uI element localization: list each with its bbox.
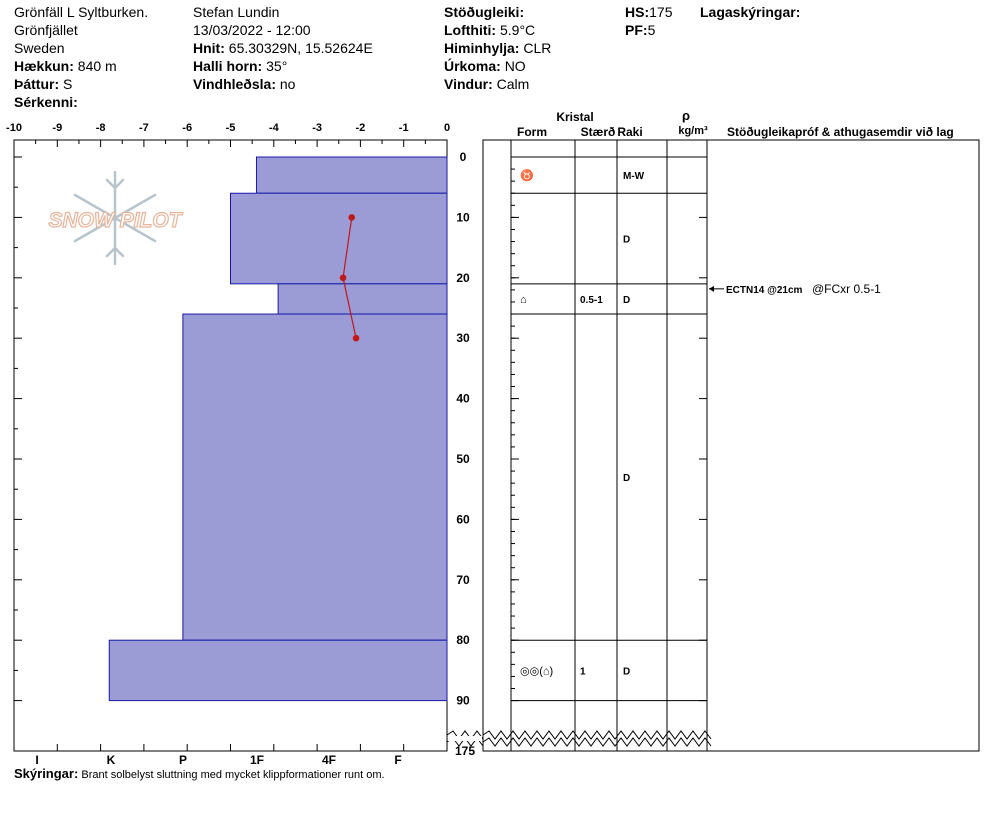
depth-tick-label: 70 [456,573,470,587]
temperature-point [339,274,347,282]
break-gap [448,736,482,741]
temperature-tick-label: -3 [312,122,322,134]
snowpilot-logo: SNOW PILOT [48,170,184,266]
size-header: Stærð [581,125,616,139]
depth-tick-label: 60 [456,512,470,526]
hardness-bar [230,192,448,285]
temperature-tick-label: 0 [444,122,450,134]
moisture-header: Raki [617,125,642,139]
aspect-value: S [63,76,73,92]
layer-form: ◎◎(⌂) [520,665,553,677]
temperature-tick-label: -4 [269,122,280,134]
temperature-tick-label: -1 [399,122,409,134]
temperature-tick-label: -8 [96,122,106,134]
temperature-tick-label: -7 [139,122,149,134]
layer-form: ♉ [520,169,534,182]
depth-tick-label: 50 [456,452,470,466]
comments-header: Stöðugleikapróf & athugasemdir við lag [727,125,954,139]
depth-bottom-label: 175 [455,744,475,758]
temperature-tick-label: -6 [182,122,192,134]
stability-test-detail: @FCxr 0.5-1 [812,282,881,296]
hardness-tick-label: K [107,753,116,767]
layer-notes-label: Lagaskýringar: [700,4,801,20]
pf-row: PF:5 [625,22,656,38]
observation-datetime: 13/03/2022 - 12:00 [193,22,311,38]
wind-row: Vindur: Calm [444,76,530,92]
depth-tick-label: 80 [456,633,470,647]
stability-row: Stöðugleiki: [444,4,525,20]
temperature-tick-label: -9 [52,122,62,134]
hardness-tick-label: 1F [250,753,264,767]
sky-row: Himinhylja: CLR [444,40,552,56]
wind-loading-value: no [279,76,296,92]
stability-test-label: ECTN14 @21cm [726,285,803,296]
test-arrowhead [709,285,714,292]
slope-row: Halli horn: 35° [193,58,288,74]
precip-row: Úrkoma: NO [444,58,526,74]
snowpilot-logo-text: SNOW PILOT [49,209,184,232]
footer-notes-label: Skýringar: [14,766,79,781]
airtemp-row: Lofthiti: 5.9°C [444,22,536,38]
depth-tick-label: 90 [456,694,470,708]
depth-tick-label: 20 [456,271,470,285]
aspect-row: Þáttur: S [14,76,73,92]
location-name: Grönfäll L Syltburken. [14,4,149,20]
specifics-row: Sérkenni: [14,94,78,110]
hardness-tick-label: F [394,753,401,767]
temperature-tick-label: -2 [356,122,366,134]
layer-moisture: D [623,295,630,306]
sky-value: CLR [523,40,552,56]
temperature-point [352,334,360,342]
crystal-header: Kristal [556,110,593,124]
layer-size: 0.5-1 [580,295,603,306]
layer-moisture: D [623,235,630,246]
temperature-point [348,214,356,221]
depth-break-mark-table [482,730,712,740]
hs-value: 175 [649,4,673,20]
airtemp-value: 5.9°C [499,22,536,38]
depth-tick-label: 40 [456,392,470,406]
temperature-tick-label: -5 [226,122,236,134]
footer-notes-text: Brant solbelyst sluttning med mycket kli… [81,769,385,781]
coords-value: 65.30329N, 15.52624E [228,40,373,56]
hardness-tick-label: P [179,753,187,767]
depth-break-mark-table [482,737,712,747]
hardness-tick-label: 4F [322,753,336,767]
coords-row: Hnit: 65.30329N, 15.52624E [193,40,373,56]
temperature-tick-label: -10 [6,122,22,134]
hardness-bar [108,639,448,702]
hs-row: HS:175 [625,4,673,20]
depth-tick-label: 30 [456,331,470,345]
depth-break-mark [446,730,484,740]
layer-moisture: M-W [623,171,645,182]
depth-tick-label: 10 [456,210,470,224]
pf-value: 5 [647,22,656,38]
density-unit: kg/m³ [678,125,708,137]
hardness-bar [277,283,448,315]
layer-form: ⌂ [520,294,527,306]
area-name: Grönfjället [14,22,78,38]
elevation-value: 840 m [77,58,117,74]
wind-value: Calm [496,76,530,92]
layer-size: 1 [580,666,586,677]
observer-name: Stefan Lundin [193,4,280,20]
footer-notes: Skýringar: Brant solbelyst sluttning med… [14,766,385,781]
country-name: Sweden [14,40,65,56]
hardness-bar [255,156,448,194]
layer-moisture: D [623,473,630,484]
hardness-bar [182,313,448,641]
slope-value: 35° [266,58,288,74]
elevation-row: Hækkun: 840 m [14,58,117,74]
precip-value: NO [504,58,526,74]
depth-tick-label: 0 [460,150,467,164]
layer-moisture: D [623,666,630,677]
wind-loading-row: Vindhleðsla: no [193,76,296,92]
hardness-tick-label: I [35,753,38,767]
form-header: Form [517,125,547,139]
density-symbol: ρ [682,108,690,123]
